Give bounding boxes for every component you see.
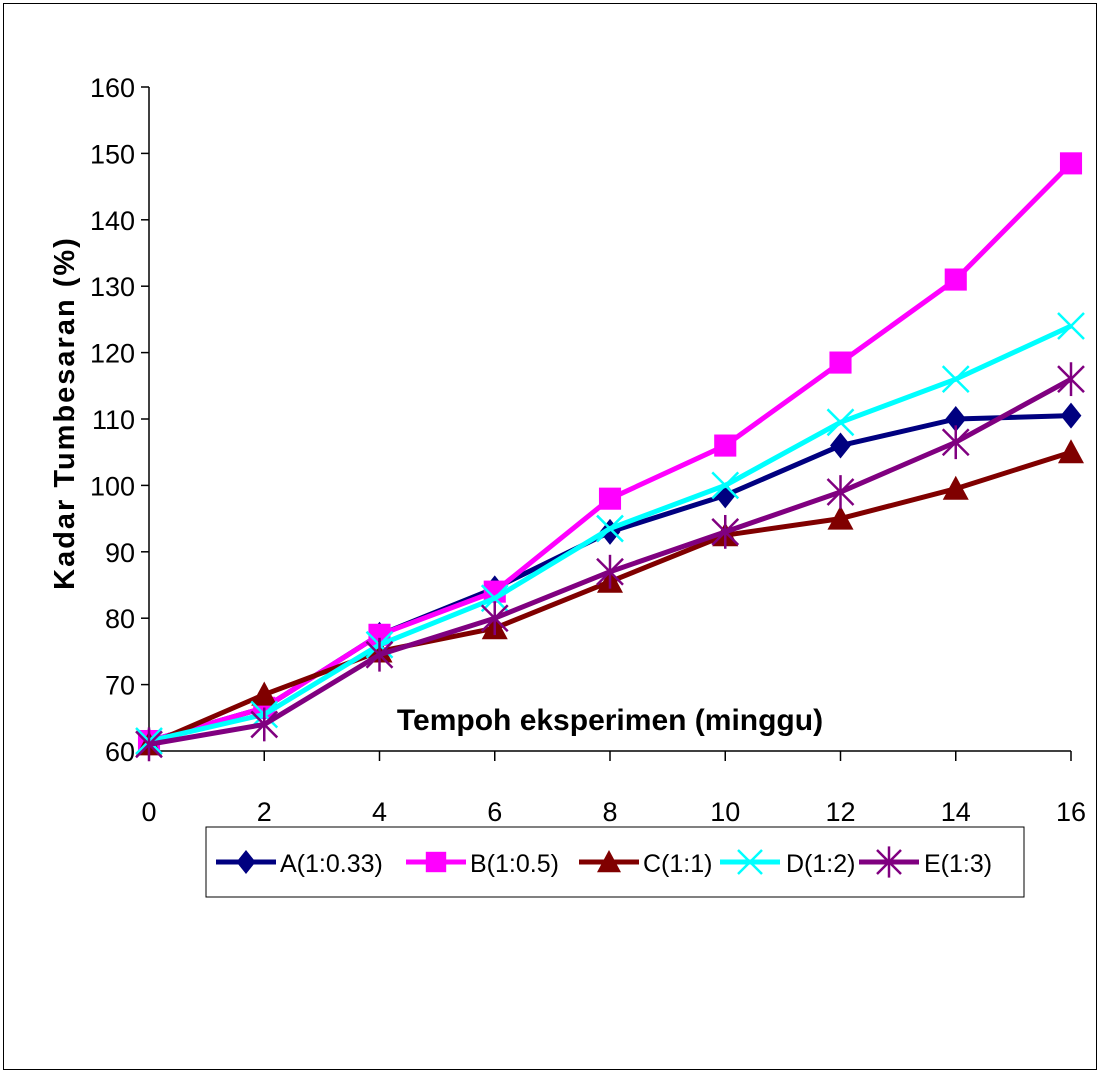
marker-stroke xyxy=(596,514,624,543)
data-point xyxy=(826,408,855,437)
x-tick-label: 6 xyxy=(487,797,502,827)
data-point xyxy=(714,434,737,457)
line-chart: 60 70 80 90 100 110 120 130 140 150 160 0 2 4 6 8 10 12 14… xyxy=(49,73,1086,898)
data-point xyxy=(596,514,624,543)
legend-marker xyxy=(236,850,256,874)
legend-label: C(1:1) xyxy=(643,850,712,878)
data-point xyxy=(1057,362,1085,397)
data-point xyxy=(944,268,967,291)
legend-marker xyxy=(876,846,902,878)
data-point xyxy=(711,471,740,500)
x-tick-label: 16 xyxy=(1056,797,1086,827)
data-point xyxy=(596,554,624,589)
marker-stroke xyxy=(711,471,740,500)
axes: 60 70 80 90 100 110 120 130 140 150 160 0 2 4 6 8 10 12 14… xyxy=(90,73,1086,827)
data-point xyxy=(135,727,163,762)
marker-stroke xyxy=(737,849,763,875)
series-D(1:2) xyxy=(135,312,1085,755)
x-tick-label: 0 xyxy=(141,797,156,827)
legend-item: E(1:3) xyxy=(859,846,992,878)
x-tick-label: 12 xyxy=(825,797,855,827)
data-point xyxy=(1058,439,1084,464)
y-tick-label: 60 xyxy=(105,737,135,767)
legend-item: D(1:2) xyxy=(720,849,855,878)
legend-label: D(1:2) xyxy=(786,850,855,878)
y-tick-label: 100 xyxy=(90,471,135,501)
marker-stroke xyxy=(1057,312,1085,340)
y-tick-label: 80 xyxy=(105,604,135,634)
data-point xyxy=(365,637,394,672)
series-E(1:3) xyxy=(135,362,1085,762)
data-point xyxy=(1060,402,1082,429)
legend: A(1:0.33) B(1:0.5) C(1:1) D(1:2) E(1:3) xyxy=(205,826,1025,898)
marker-stroke xyxy=(826,408,855,437)
y-axis-title: Kadar Tumbesaran (%) xyxy=(49,236,81,590)
data-point xyxy=(826,475,855,509)
y-tick-label: 90 xyxy=(105,538,135,568)
data-point xyxy=(480,601,509,636)
data-point xyxy=(1057,312,1085,340)
data-point xyxy=(480,584,509,613)
x-tick-label: 8 xyxy=(602,797,617,827)
legend-label: B(1:0.5) xyxy=(470,850,559,878)
x-tick-label: 2 xyxy=(257,797,272,827)
data-point xyxy=(1059,152,1083,175)
data-point xyxy=(945,406,967,432)
legend-marker xyxy=(597,850,621,873)
y-tick-label: 70 xyxy=(105,671,135,701)
legend-marker xyxy=(425,851,447,873)
y-tick-label: 150 xyxy=(90,139,135,169)
series-B(1:0.5) xyxy=(137,152,1083,753)
y-tick-label: 120 xyxy=(90,339,135,369)
legend-item: A(1:0.33) xyxy=(216,850,383,878)
y-tick-label: 160 xyxy=(90,73,135,103)
x-tick-label: 14 xyxy=(941,797,971,827)
data-point xyxy=(251,681,278,706)
x-axis-title: Tempoh eksperimen (minggu) xyxy=(397,704,823,737)
data-point xyxy=(941,365,970,394)
data-point xyxy=(942,475,969,500)
data-point xyxy=(598,487,622,510)
data-point xyxy=(827,505,854,530)
legend-label: E(1:3) xyxy=(924,850,992,878)
data-point xyxy=(941,425,970,460)
marker-stroke xyxy=(941,365,970,394)
legend-item: B(1:0.5) xyxy=(406,850,559,878)
data-point xyxy=(250,707,279,742)
x-tick-label: 10 xyxy=(710,797,740,827)
y-tick-label: 130 xyxy=(90,272,135,302)
y-tick-label: 110 xyxy=(92,405,135,435)
y-tick-label: 140 xyxy=(90,206,135,236)
data-point xyxy=(829,351,852,374)
data-point xyxy=(830,432,851,459)
legend-label: A(1:0.33) xyxy=(280,850,383,878)
x-tick-label: 4 xyxy=(372,797,387,827)
marker-stroke xyxy=(480,584,509,613)
legend-item: C(1:1) xyxy=(579,850,712,878)
legend-marker xyxy=(737,849,763,875)
chart-frame: 60 70 80 90 100 110 120 130 140 150 160 0 2 4 6 8 10 12 14… xyxy=(3,3,1097,1070)
series-layer xyxy=(135,152,1085,762)
data-point xyxy=(711,514,740,549)
